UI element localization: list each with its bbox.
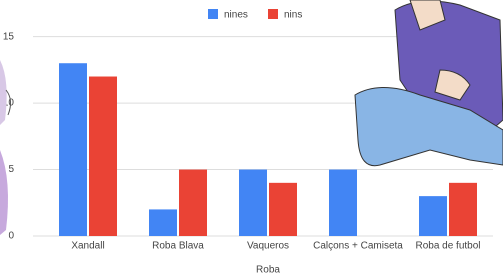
x-tick-label: Roba Blava [152,241,204,252]
legend-label: nins [284,10,302,21]
bar [269,183,297,236]
x-tick-label: Roba de futbol [415,241,480,252]
legend-swatch [268,9,278,19]
y-tick-label: 0 [8,231,14,242]
x-tick-label: Xandall [71,241,104,252]
bar [239,170,267,236]
bar [59,63,87,236]
bar [329,170,357,236]
y-tick-label: 5 [8,164,14,175]
x-tick-label: Vaqueros [247,241,289,252]
y-tick-label: 15 [3,31,15,42]
legend-label: nines [224,10,248,21]
bar [419,196,447,236]
chart: 051015XandallRoba BlavaVaquerosCalçons +… [0,0,503,277]
bar [89,77,117,236]
bar [149,209,177,236]
legend-swatch [208,9,218,19]
bar [449,183,477,236]
x-axis-label: Roba [256,265,280,276]
bar [179,170,207,236]
x-tick-label: Calçons + Camiseta [313,241,403,252]
